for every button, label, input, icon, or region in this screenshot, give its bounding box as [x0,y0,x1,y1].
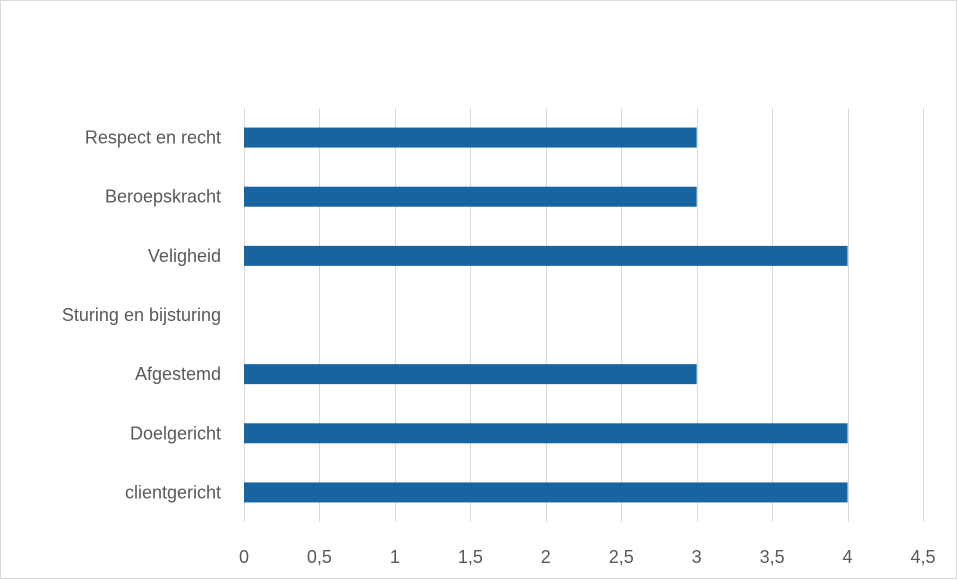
x-tick-label: 1 [390,547,400,567]
category-label: Beroepskracht [105,187,221,207]
x-tick-label: 2 [541,547,551,567]
category-label: Respect en recht [85,128,221,148]
gridlines [244,108,924,522]
bar [244,423,848,444]
bar [244,482,848,503]
bar [244,245,848,266]
x-tick-label: 0 [239,547,249,567]
x-axis-tick-labels: 0 0,5 1 1,5 2 2,5 3 3,5 4 4,5 [239,547,936,567]
category-label: clientgericht [125,482,221,502]
category-label: Doelgericht [130,423,221,443]
category-labels: Respect en recht Beroepskracht Veligheid St… [62,128,221,503]
category-label: Veligheid [148,246,221,266]
bar [244,364,697,385]
x-tick-label: 4 [843,547,853,567]
bar [244,127,697,148]
x-tick-label: 1,5 [458,547,483,567]
category-label: Afgestemd [135,364,221,384]
x-tick-label: 3,5 [760,547,785,567]
x-tick-label: 4,5 [910,547,935,567]
category-label: Sturing en bijsturing [62,305,221,325]
x-tick-label: 2,5 [609,547,634,567]
bars [244,127,848,503]
x-tick-label: 3 [692,547,702,567]
x-tick-label: 0,5 [307,547,332,567]
bar [244,186,697,207]
